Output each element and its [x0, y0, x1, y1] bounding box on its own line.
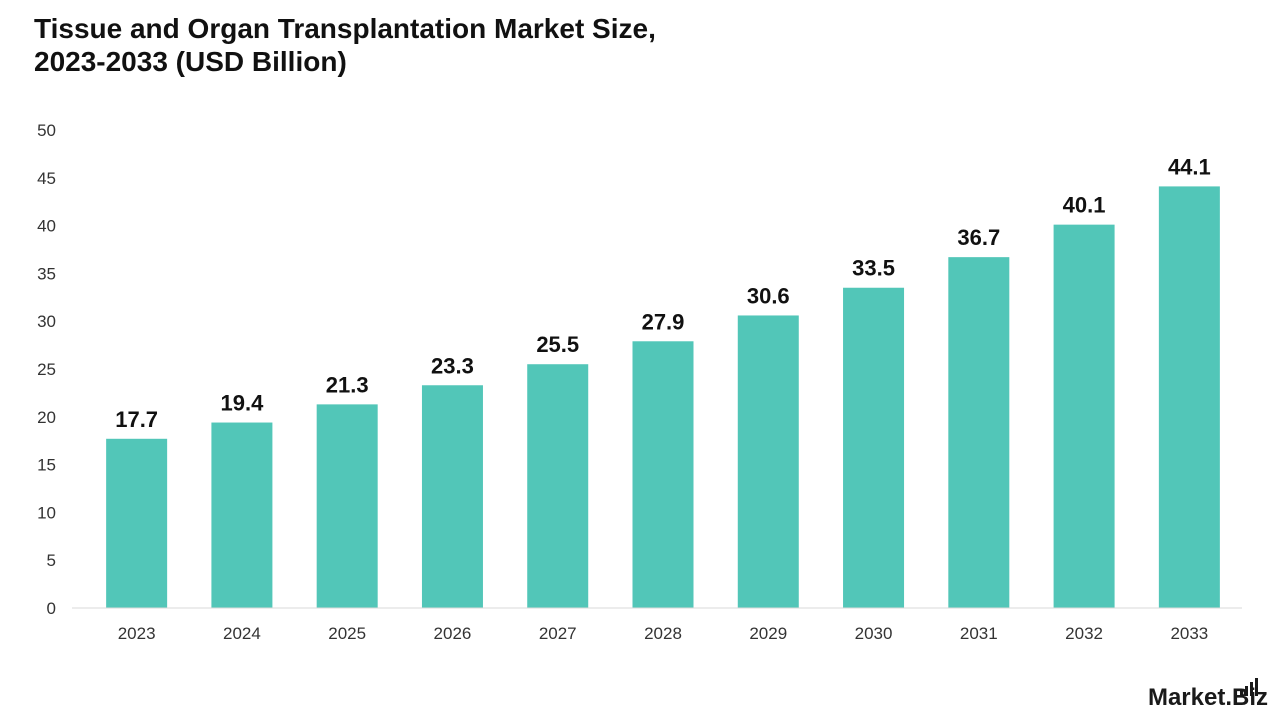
y-tick-label: 40 [37, 217, 56, 236]
y-tick-label: 15 [37, 456, 56, 475]
y-tick-label: 25 [37, 360, 56, 379]
data-label: 25.5 [536, 332, 579, 357]
y-tick-label: 20 [37, 408, 56, 427]
x-tick-label: 2027 [539, 624, 577, 643]
bar [632, 341, 694, 608]
bar [737, 315, 799, 608]
y-tick-label: 45 [37, 169, 56, 188]
x-tick-label: 2028 [644, 624, 682, 643]
data-label: 33.5 [852, 256, 895, 281]
data-label: 36.7 [957, 225, 1000, 250]
bar [527, 364, 589, 608]
bar [1053, 224, 1115, 609]
bar [421, 385, 483, 608]
x-tick-label: 2024 [223, 624, 261, 643]
data-label: 30.6 [747, 283, 790, 308]
x-tick-label: 2032 [1065, 624, 1103, 643]
bars: 17.7 19.4 21.3 23.3 25.5 27.9 30.6 33.5 36.7 40.1… [106, 154, 1220, 609]
y-tick-label: 35 [37, 264, 56, 283]
data-label: 19.4 [220, 391, 264, 416]
x-axis: 2023 2024 2025 2026 2027 2028 2029 2030 2031 2032… [72, 607, 1242, 643]
data-label: 44.1 [1168, 154, 1211, 179]
x-tick-label: 2033 [1170, 624, 1208, 643]
x-tick-label: 2025 [328, 624, 366, 643]
data-label: 40.1 [1063, 193, 1106, 218]
x-tick-label: 2023 [118, 624, 156, 643]
marketbiz-logo: Market.Biz [1148, 678, 1268, 712]
y-tick-label: 50 [37, 121, 56, 140]
chart-title: Tissue and Organ Transplantation Market … [34, 13, 656, 77]
data-label: 17.7 [115, 407, 158, 432]
x-tick-label: 2026 [434, 624, 472, 643]
data-label: 21.3 [326, 372, 369, 397]
y-axis: 0 5 10 15 20 25 30 35 40 45 50 [37, 121, 56, 618]
y-tick-label: 10 [37, 503, 56, 522]
x-tick-label: 2029 [749, 624, 787, 643]
x-tick-label: 2030 [855, 624, 893, 643]
y-tick-label: 5 [47, 551, 56, 570]
bar [106, 438, 168, 608]
bar [211, 422, 273, 608]
signal-bars-icon [1240, 678, 1258, 696]
bar [843, 287, 905, 608]
data-label: 27.9 [642, 309, 685, 334]
data-label: 23.3 [431, 353, 474, 378]
bar [1158, 186, 1220, 609]
bar [948, 257, 1010, 608]
y-tick-label: 30 [37, 312, 56, 331]
y-tick-label: 0 [47, 599, 56, 618]
bar [316, 404, 378, 608]
x-tick-label: 2031 [960, 624, 998, 643]
